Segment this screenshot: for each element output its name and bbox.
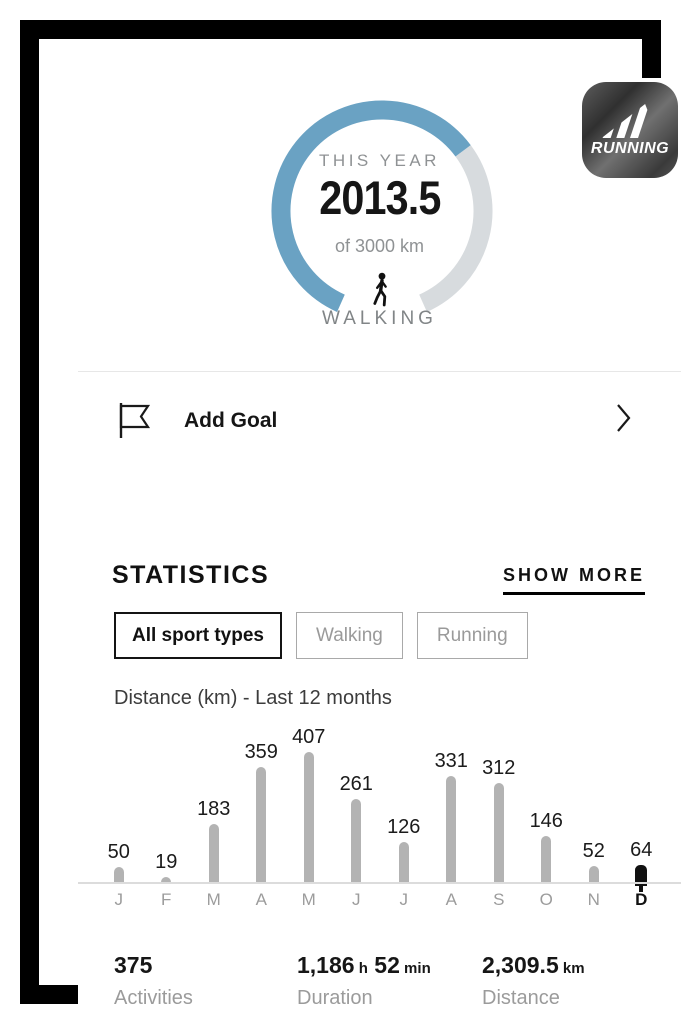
chart-bar-column-5: 261 [333,773,381,883]
add-goal-label: Add Goal [184,409,278,432]
bar-value-label: 312 [482,757,516,779]
chart-bar-column-4: 407 [285,726,333,883]
month-tick-label: M [301,890,316,909]
add-goal-row[interactable]: Add Goal [78,390,681,450]
bar [588,866,599,883]
ring-track-arc [419,145,493,312]
goal-activity-label: WALKING [322,308,437,329]
month-tick-label: D [635,890,648,909]
month-tick-label: M [206,890,221,909]
summary-label: Distance [482,987,560,1009]
chart-bar-column-0: 50 [95,841,143,883]
summary-value: 1,186 h 52 min [297,952,431,978]
show-more-link[interactable]: SHOW MORE [503,565,645,595]
summary-value: 375 [114,952,153,978]
bar-value-label: 50 [107,841,130,863]
chart-baseline-axis [78,882,681,884]
bar-value-label: 64 [630,839,653,861]
chart-bar-column-8: 312 [475,757,523,883]
goal-target-label: of 3000 km [334,236,425,256]
goal-flag-icon [119,403,151,438]
walking-person-icon [373,272,387,307]
month-tick-label: S [493,890,505,909]
bar [113,867,124,883]
filter-chip-walking[interactable]: Walking [295,612,403,659]
bar-value-label: 126 [387,816,421,838]
month-tick-label: F [161,890,172,909]
ring-progress-arc [271,100,471,312]
month-tick-label: J [399,890,409,909]
bar-current-month [635,865,648,892]
bar [161,877,172,883]
section-divider [78,371,681,372]
chart-bar-column-3: 359 [238,741,286,883]
summary-label: Duration [297,987,373,1009]
bar [351,799,362,883]
bar [256,767,267,883]
goal-current-value: 2013.5 [318,171,441,224]
summary-label: Activities [114,987,193,1009]
month-tick-label: A [255,890,267,909]
goal-period-label: THIS YEAR [319,151,440,170]
device-frame: THIS YEAR 2013.5 of 3000 km WALKING [20,20,681,1024]
sport-type-filters: All sport types Walking Running [114,612,528,659]
adidas-running-app-badge: RUNNING [582,82,678,178]
chart-bar-column-1: 19 [143,851,191,883]
screen-content: THIS YEAR 2013.5 of 3000 km WALKING [78,78,681,1024]
adidas-stripes-logo-icon [602,104,650,138]
summary-distance: 2,309.5 km Distance [482,952,585,1010]
summary-activities: 375 Activities [114,952,193,1010]
month-tick-label: J [114,890,124,909]
bar-value-label: 261 [339,773,373,795]
bar-value-label: 407 [292,726,326,748]
chart-bar-column-2: 183 [190,798,238,883]
bar [208,824,219,883]
summary-duration: 1,186 h 52 min Duration [297,952,431,1010]
month-tick-label: O [539,890,553,909]
bar-value-label: 359 [244,741,278,763]
chart-bar-column-9: 146 [523,810,571,883]
month-tick-label: N [587,890,600,909]
summary-value: 2,309.5 km [482,952,585,978]
bar-value-label: 52 [582,840,605,862]
bar [398,842,409,883]
goal-progress-ring [271,100,493,312]
chart-bar-column-6: 126 [380,816,428,883]
app-badge-label: RUNNING [590,140,670,157]
filter-chip-running[interactable]: Running [416,612,528,659]
chart-bar-column-7: 331 [428,750,476,883]
bar-value-label: 146 [529,810,563,832]
chart-bar-column-10: 52 [570,840,618,883]
bar [446,776,457,883]
bar [303,752,314,883]
month-tick-label: A [445,890,457,909]
filter-chip-all-sport-types[interactable]: All sport types [114,612,282,659]
month-tick-label: J [352,890,361,909]
chevron-right-icon [617,404,631,432]
bar-value-label: 331 [434,750,468,772]
chart-bar-column-11: 64 [618,839,666,892]
bar-value-label: 19 [155,851,178,873]
bar [493,783,504,883]
distance-bar-chart: 50 19 183 359 407 261 126 331 312 146 52 64 [95,718,666,892]
statistics-title: STATISTICS [112,561,270,589]
bar [541,836,552,883]
bar-value-label: 183 [197,798,231,820]
chart-title: Distance (km) - Last 12 months [114,687,392,709]
